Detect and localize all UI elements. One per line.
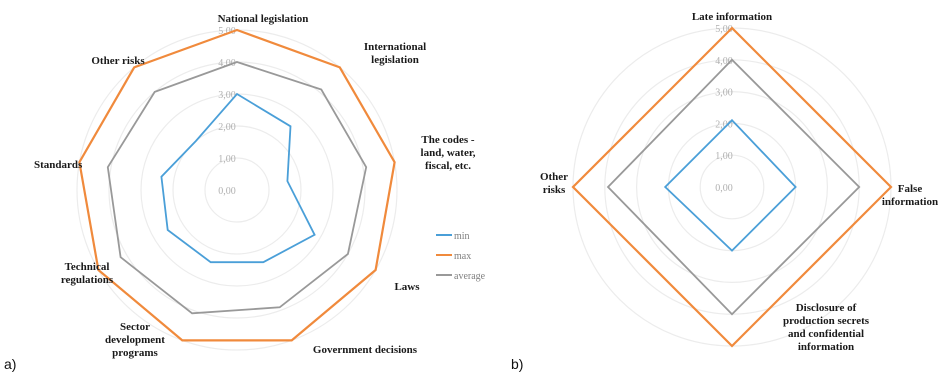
series-line-min [663, 118, 797, 252]
grid-ring [140, 93, 334, 287]
tick-label: 0,00 [715, 183, 733, 194]
grid-ring [76, 29, 398, 351]
legend-label-max: max [454, 251, 471, 262]
legend-label-min: min [454, 231, 470, 242]
panel-label: b) [511, 356, 523, 372]
category-label: False information [882, 183, 938, 208]
radar-grid [76, 29, 398, 351]
tick-label: 5,00 [715, 24, 733, 35]
grid-ring [699, 154, 765, 220]
category-label: Technical regulations [61, 261, 114, 286]
tick-label: 3,00 [218, 90, 236, 101]
tick-label: 1,00 [218, 154, 236, 165]
category-label: The codes -land, water, fiscal, etc. [421, 134, 476, 172]
category-label: Disclosure of production secrets and confi… [783, 302, 870, 353]
tick-label: 2,00 [218, 122, 236, 133]
category-label: International legislation [364, 41, 426, 66]
series-line-average [106, 61, 368, 315]
category-label: Sector development programs [105, 321, 165, 359]
grid-ring [635, 90, 828, 284]
grid-ring [204, 157, 270, 223]
category-label: Standards [34, 159, 83, 171]
tick-label: 4,00 [715, 56, 733, 67]
legend: min max average [436, 231, 486, 282]
category-label: Late information [692, 11, 772, 23]
series-line-min [160, 92, 316, 264]
category-label: Laws [394, 281, 420, 293]
tick-label: 5,00 [218, 26, 236, 37]
panel-label: a) [4, 356, 16, 372]
tick-label: 3,00 [715, 88, 733, 99]
category-label: Other risks [540, 171, 568, 196]
tick-label: 0,00 [218, 186, 236, 197]
series-line-average [606, 58, 861, 316]
tick-label: 2,00 [715, 119, 733, 130]
category-label: National legislation [218, 13, 309, 25]
legend-label-average: average [454, 271, 486, 282]
category-label: Other risks [91, 55, 145, 67]
grid-ring [172, 125, 302, 255]
series-line-max [78, 28, 396, 342]
tick-label: 1,00 [715, 151, 733, 162]
category-label: Government decisions [313, 344, 418, 356]
tick-label: 4,00 [218, 58, 236, 69]
series-line-max [571, 26, 893, 348]
